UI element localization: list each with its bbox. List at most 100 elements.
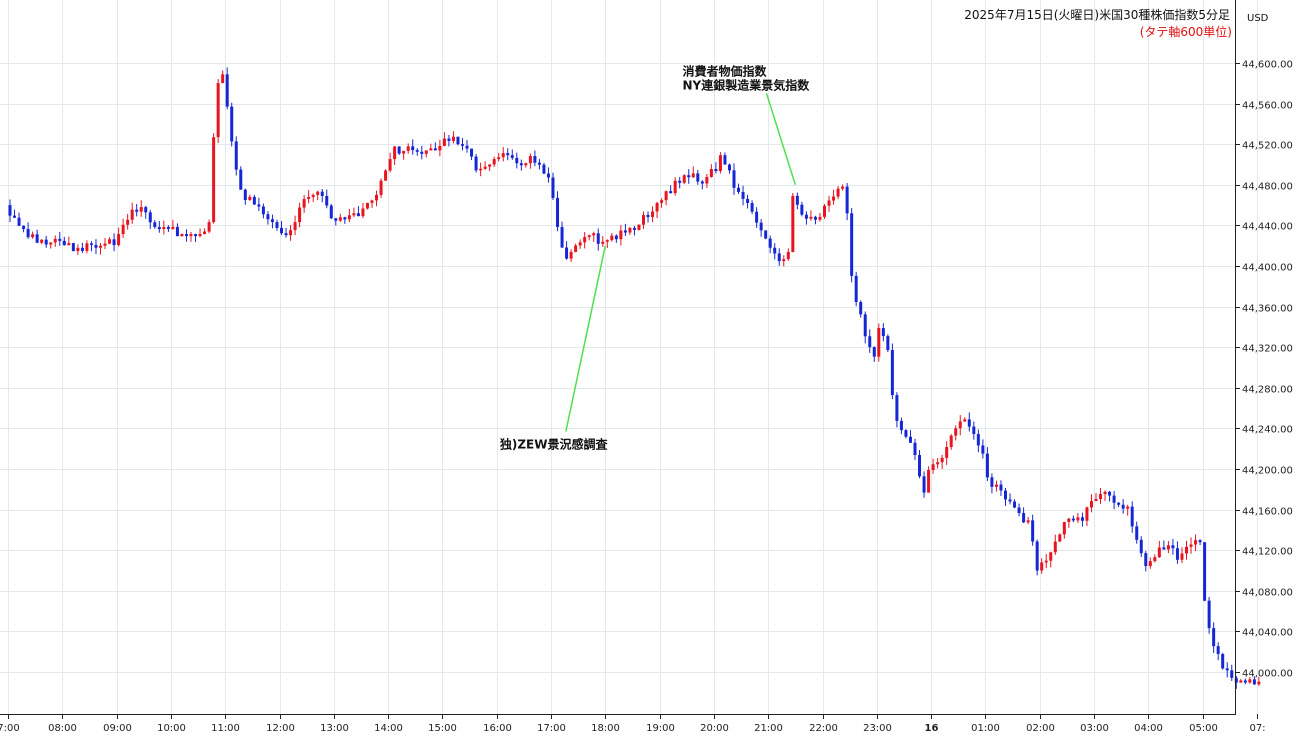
candle: [809, 210, 813, 221]
candle-body: [1049, 552, 1053, 561]
candle-body: [1239, 680, 1243, 683]
candle-body: [1216, 646, 1220, 655]
x-tick-label: 12:00: [266, 723, 295, 734]
candle: [777, 248, 781, 266]
candle-body: [623, 230, 627, 233]
candle-body: [71, 243, 75, 252]
candle: [1004, 487, 1007, 506]
y-tick-label: 44,280.00: [1242, 385, 1293, 396]
candle-body: [687, 175, 691, 178]
candle: [207, 219, 211, 234]
candle-body: [49, 242, 53, 245]
candle: [40, 239, 44, 244]
candle: [1171, 538, 1175, 555]
candle-body: [451, 136, 455, 141]
x-axis-ticks: 7:00 08:00 09:00 10:00 11:00 12:00 13:00 14:00 1…: [0, 714, 1266, 734]
candle-body: [1108, 491, 1112, 496]
candle-body: [356, 213, 360, 217]
candle-body: [361, 208, 365, 217]
candle-body: [610, 235, 614, 241]
candle-body: [556, 197, 560, 228]
candle-body: [614, 235, 618, 240]
candle-body: [755, 211, 759, 223]
candle: [628, 227, 632, 235]
candle-body: [234, 141, 238, 170]
candle: [709, 164, 713, 178]
candle-body: [922, 476, 926, 493]
candle-body: [700, 181, 704, 184]
candle: [551, 172, 555, 200]
candle: [257, 197, 261, 211]
candle: [1022, 507, 1026, 523]
candle-body: [194, 234, 198, 237]
candle: [596, 228, 600, 251]
candle: [759, 219, 763, 237]
candle-body: [1180, 553, 1184, 560]
candle-body: [1166, 545, 1170, 550]
candle: [284, 227, 288, 238]
candle: [660, 198, 664, 208]
candle-body: [126, 219, 130, 225]
candle: [1094, 493, 1098, 502]
candle-body: [660, 200, 664, 203]
x-tick-label: 22:00: [809, 723, 838, 734]
candle: [298, 202, 302, 228]
candle: [886, 334, 890, 352]
candle: [293, 215, 297, 236]
candle: [456, 136, 460, 146]
candle: [1035, 539, 1039, 576]
candle: [1076, 513, 1080, 523]
candle: [1257, 676, 1261, 686]
candle-body: [601, 241, 605, 244]
candle-body: [80, 247, 84, 251]
candle: [76, 244, 80, 255]
candle-body: [628, 227, 632, 233]
candle-body: [121, 224, 125, 234]
candle-body: [836, 188, 840, 197]
x-tick-label: 18:00: [591, 723, 620, 734]
candle: [497, 152, 501, 162]
candle: [356, 206, 360, 217]
candle-body: [773, 247, 777, 254]
candle: [651, 206, 655, 223]
candle: [768, 235, 772, 254]
candle: [488, 164, 492, 172]
candle-body: [515, 157, 519, 164]
candle: [574, 243, 578, 253]
candle: [13, 209, 17, 219]
candle-body: [144, 207, 148, 213]
y-tick-label: 44,000.00: [1242, 669, 1293, 680]
candle-body: [497, 157, 501, 160]
candle-body: [854, 275, 858, 302]
candle-body: [230, 106, 234, 142]
candle: [451, 131, 455, 144]
candle-body: [17, 217, 21, 226]
candle-body: [189, 234, 193, 237]
candle-body: [365, 202, 369, 209]
candle-body: [551, 177, 555, 198]
candle: [791, 192, 795, 253]
candle: [945, 441, 949, 465]
candle-body: [243, 189, 247, 200]
candle: [49, 242, 53, 249]
candle: [166, 225, 170, 233]
candle: [117, 227, 121, 247]
candle: [569, 249, 573, 262]
candle: [375, 190, 379, 207]
candle-body: [813, 216, 817, 220]
candle-body: [1022, 513, 1026, 523]
candle-body: [583, 237, 587, 243]
candle-body: [1175, 548, 1179, 560]
candle-body: [791, 195, 795, 252]
candle-body: [429, 148, 433, 151]
candle-body: [1076, 517, 1080, 521]
candle-body: [632, 227, 636, 230]
candle: [673, 177, 677, 196]
candle-body: [524, 163, 528, 166]
candle: [379, 178, 383, 198]
candle: [524, 162, 528, 168]
candle: [664, 190, 668, 206]
candle-body: [415, 150, 419, 152]
candle-body: [1225, 668, 1229, 671]
candle: [501, 147, 505, 162]
